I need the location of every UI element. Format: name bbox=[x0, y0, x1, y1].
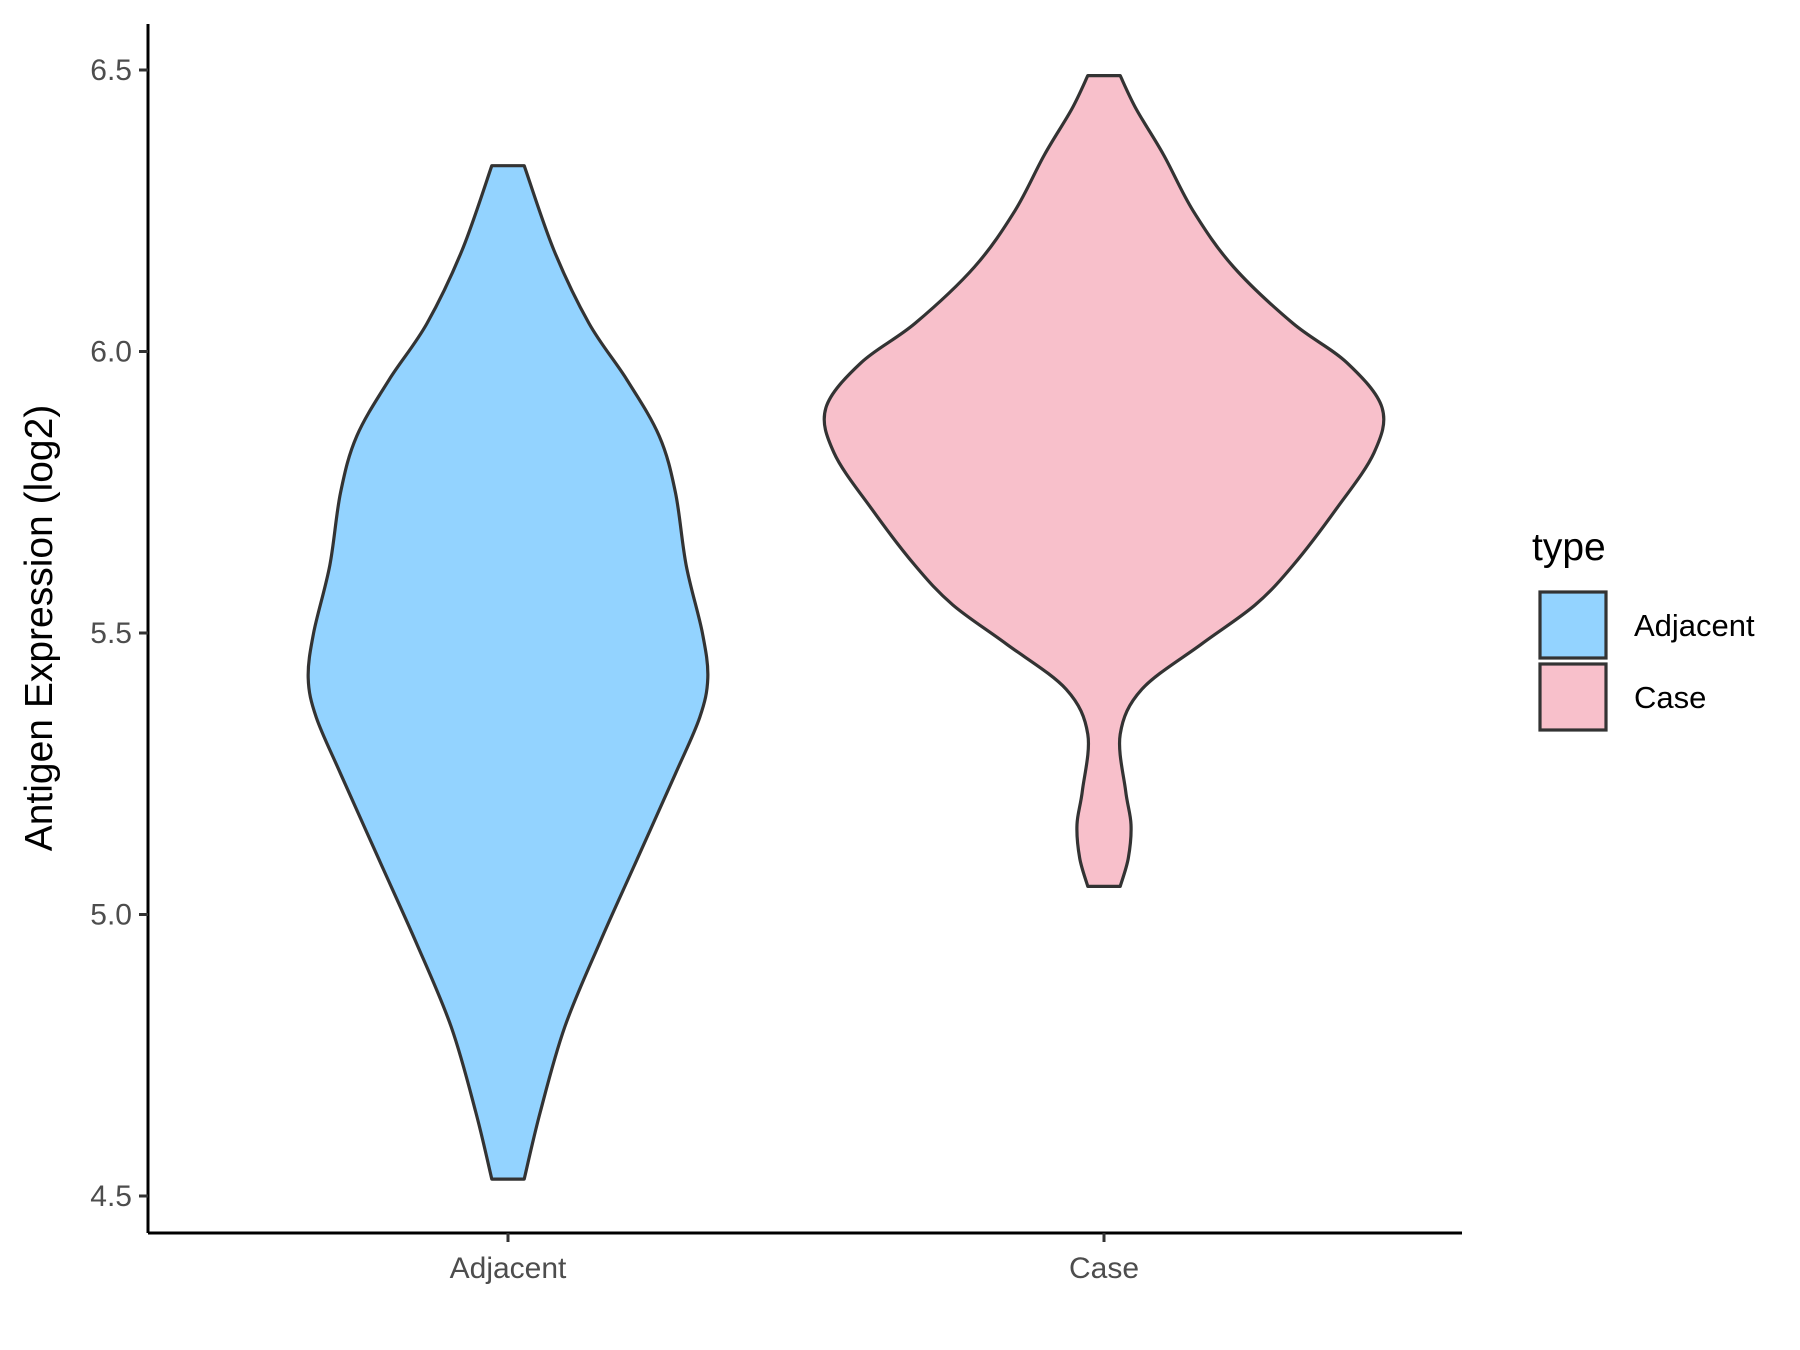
y-axis-title: Antigen Expression (log2) bbox=[18, 405, 61, 852]
x-tick-label: Adjacent bbox=[450, 1252, 567, 1285]
y-tick-label: 4.5 bbox=[90, 1180, 132, 1213]
y-axis: 4.5 5.0 5.5 6.0 6.5 bbox=[90, 24, 150, 1233]
x-axis: Adjacent Case bbox=[148, 1231, 1462, 1285]
legend-swatch-adjacent bbox=[1538, 590, 1608, 660]
y-tick-label: 6.0 bbox=[90, 336, 132, 369]
legend: type Adjacent Case bbox=[1532, 526, 1755, 732]
legend-label: Case bbox=[1634, 680, 1706, 715]
legend-label: Adjacent bbox=[1634, 608, 1755, 643]
violin-layer bbox=[306, 74, 1386, 1181]
violin-adjacent bbox=[306, 164, 710, 1181]
y-tick-label: 5.5 bbox=[90, 617, 132, 650]
x-tick-label: Case bbox=[1069, 1252, 1139, 1285]
violin-case bbox=[822, 74, 1386, 888]
legend-swatch-case bbox=[1538, 662, 1608, 732]
y-tick-label: 5.0 bbox=[90, 899, 132, 932]
legend-title: type bbox=[1532, 526, 1606, 569]
y-tick-label: 6.5 bbox=[90, 54, 132, 87]
